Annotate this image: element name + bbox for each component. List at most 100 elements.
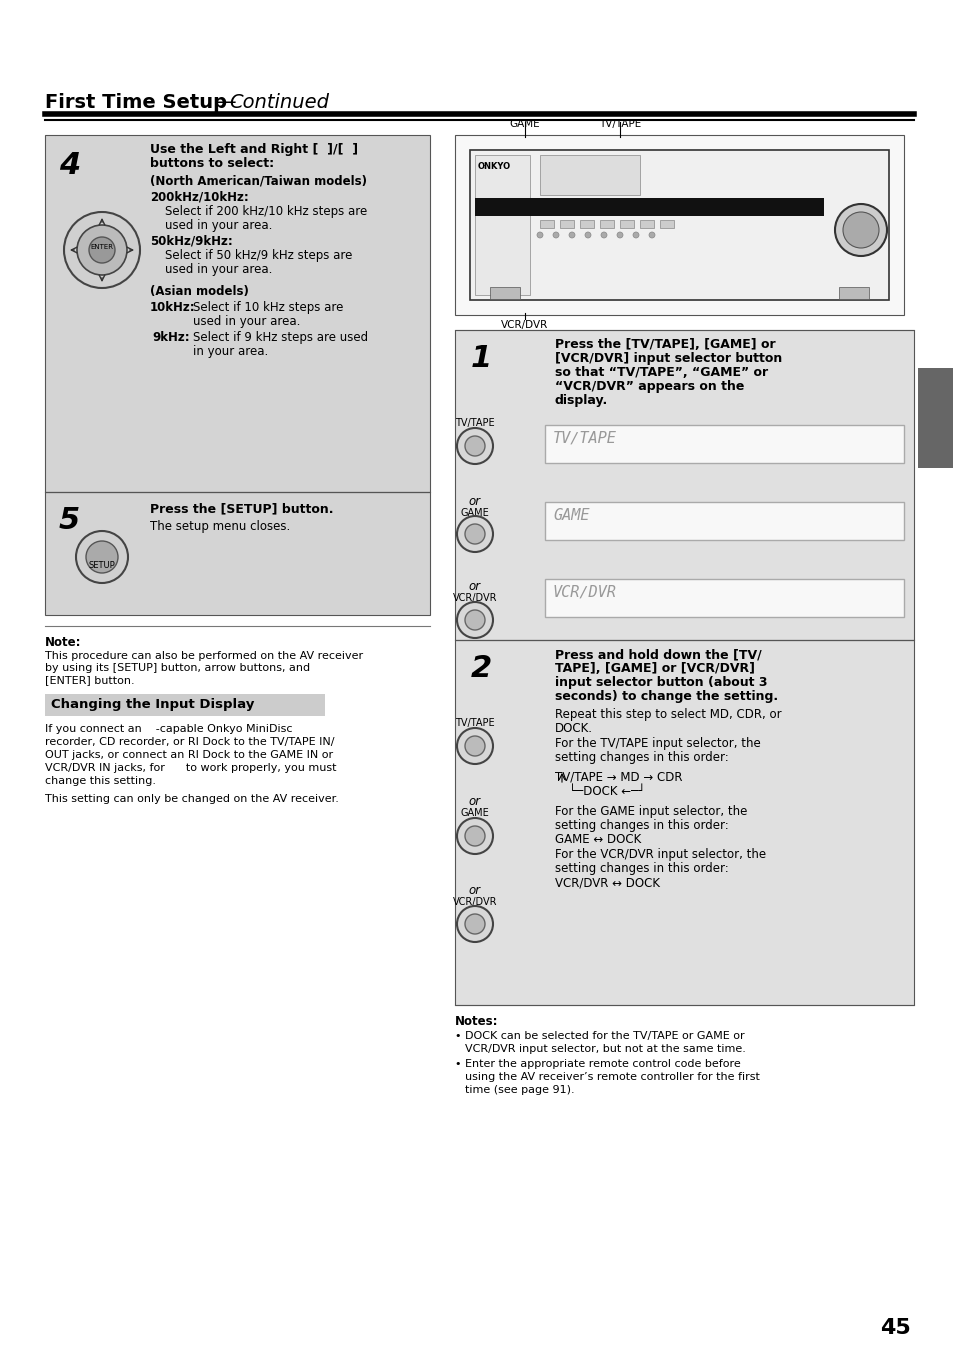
Circle shape [842,212,878,249]
Text: VCR/DVR: VCR/DVR [453,593,497,603]
Text: 45: 45 [879,1319,909,1337]
Bar [455,330,913,640]
Text: VCR/DVR: VCR/DVR [453,897,497,907]
Circle shape [600,232,606,238]
Circle shape [456,728,493,765]
Text: GAME ↔ DOCK: GAME ↔ DOCK [555,834,640,846]
Text: setting changes in this order:: setting changes in this order: [555,751,728,765]
Text: GAME: GAME [460,508,489,517]
Text: Changing the Input Display: Changing the Input Display [51,698,254,711]
Bar [45,135,430,492]
Circle shape [86,540,118,573]
Text: TV/TAPE: TV/TAPE [598,119,640,128]
Text: Press and hold down the [TV/: Press and hold down the [TV/ [555,648,760,661]
Circle shape [89,236,115,263]
Text: display.: display. [555,394,608,407]
Text: setting changes in this order:: setting changes in this order: [555,819,728,832]
Text: or: or [469,884,480,897]
Bar [838,286,868,299]
Text: DOCK.: DOCK. [555,721,593,735]
Text: Select if 10 kHz steps are: Select if 10 kHz steps are [193,301,343,313]
Text: 5: 5 [59,507,80,535]
Text: (North American/Taiwan models): (North American/Taiwan models) [150,176,367,188]
Bar [599,220,614,228]
Circle shape [456,817,493,854]
Text: First Time Setup: First Time Setup [45,93,227,112]
Text: For the VCR/DVR input selector, the: For the VCR/DVR input selector, the [555,848,765,861]
Text: or: or [469,580,480,593]
Text: input selector button (about 3: input selector button (about 3 [555,676,767,689]
Text: Select if 9 kHz steps are used: Select if 9 kHz steps are used [193,331,368,345]
Text: Select if 200 kHz/10 kHz steps are: Select if 200 kHz/10 kHz steps are [165,205,367,218]
Text: “VCR/DVR” appears on the: “VCR/DVR” appears on the [555,380,743,393]
Text: setting changes in this order:: setting changes in this order: [555,862,728,875]
Text: 9kHz:: 9kHz: [152,331,190,345]
Bar [659,220,673,228]
Bar [619,220,634,228]
Circle shape [77,226,127,276]
Text: TV∕TAPE: TV∕TAPE [553,431,617,446]
Bar [475,199,823,216]
Text: Use the Left and Right [  ]/[  ]: Use the Left and Right [ ]/[ ] [150,143,357,155]
Text: TV/TAPE: TV/TAPE [455,717,495,728]
Text: VCR/DVR input selector, but not at the same time.: VCR/DVR input selector, but not at the s… [464,1044,745,1054]
Circle shape [834,204,886,255]
Text: VCR/DVR: VCR/DVR [501,320,548,330]
Circle shape [648,232,655,238]
Bar [544,580,903,617]
Circle shape [464,524,484,544]
Text: 200kHz/10kHz:: 200kHz/10kHz: [150,190,249,204]
Text: GAME: GAME [509,119,539,128]
Text: Continued: Continued [229,93,329,112]
Bar [539,220,554,228]
Bar [475,155,530,295]
Text: TAPE], [GAME] or [VCR/DVR]: TAPE], [GAME] or [VCR/DVR] [555,662,754,676]
Text: └─DOCK ←─┘: └─DOCK ←─┘ [568,785,644,798]
Text: OUT jacks, or connect an RI Dock to the GAME IN or: OUT jacks, or connect an RI Dock to the … [45,750,333,761]
Text: 50kHz/9kHz:: 50kHz/9kHz: [150,235,233,249]
Text: or: or [469,794,480,808]
Text: This procedure can also be performed on the AV receiver: This procedure can also be performed on … [45,651,363,661]
Bar [455,330,913,640]
Bar [490,286,519,299]
Text: If you connect an    -capable Onkyo MiniDisc: If you connect an -capable Onkyo MiniDis… [45,724,293,734]
Text: change this setting.: change this setting. [45,775,156,786]
Bar [45,492,430,615]
Bar [455,640,913,1005]
Text: used in your area.: used in your area. [193,315,300,328]
Text: VCR∕DVR: VCR∕DVR [553,585,617,600]
Text: Press the [TV/TAPE], [GAME] or: Press the [TV/TAPE], [GAME] or [555,338,775,351]
Text: —: — [216,93,236,112]
Circle shape [456,907,493,942]
Text: ONKYO: ONKYO [477,162,511,172]
Bar [544,426,903,463]
Bar [455,640,913,1005]
Text: [ENTER] button.: [ENTER] button. [45,676,134,685]
Text: by using its [SETUP] button, arrow buttons, and: by using its [SETUP] button, arrow butto… [45,663,310,673]
Text: Note:: Note: [45,636,81,648]
Circle shape [456,603,493,638]
Text: 1: 1 [471,345,492,373]
Text: ENTER: ENTER [91,245,113,250]
Bar [639,220,654,228]
Text: SETUP: SETUP [89,561,115,570]
Text: using the AV receiver’s remote controller for the first: using the AV receiver’s remote controlle… [464,1071,760,1082]
Circle shape [64,212,140,288]
Circle shape [456,428,493,463]
Text: recorder, CD recorder, or RI Dock to the TV/TAPE IN/: recorder, CD recorder, or RI Dock to the… [45,738,335,747]
Text: buttons to select:: buttons to select: [150,157,274,170]
Bar [45,492,430,615]
Text: time (see page 91).: time (see page 91). [464,1085,574,1096]
Text: (Asian models): (Asian models) [150,285,249,299]
Bar [45,694,325,716]
Bar [544,503,903,540]
Circle shape [464,611,484,630]
Circle shape [464,736,484,757]
Text: 4: 4 [59,151,80,180]
Text: VCR/DVR ↔ DOCK: VCR/DVR ↔ DOCK [555,875,659,889]
Text: For the GAME input selector, the: For the GAME input selector, the [555,805,746,817]
Text: 2: 2 [471,654,492,684]
Text: Select if 50 kHz/9 kHz steps are: Select if 50 kHz/9 kHz steps are [165,249,352,262]
Text: TV/TAPE: TV/TAPE [455,417,495,428]
Text: TV/TAPE → MD → CDR: TV/TAPE → MD → CDR [555,770,681,784]
